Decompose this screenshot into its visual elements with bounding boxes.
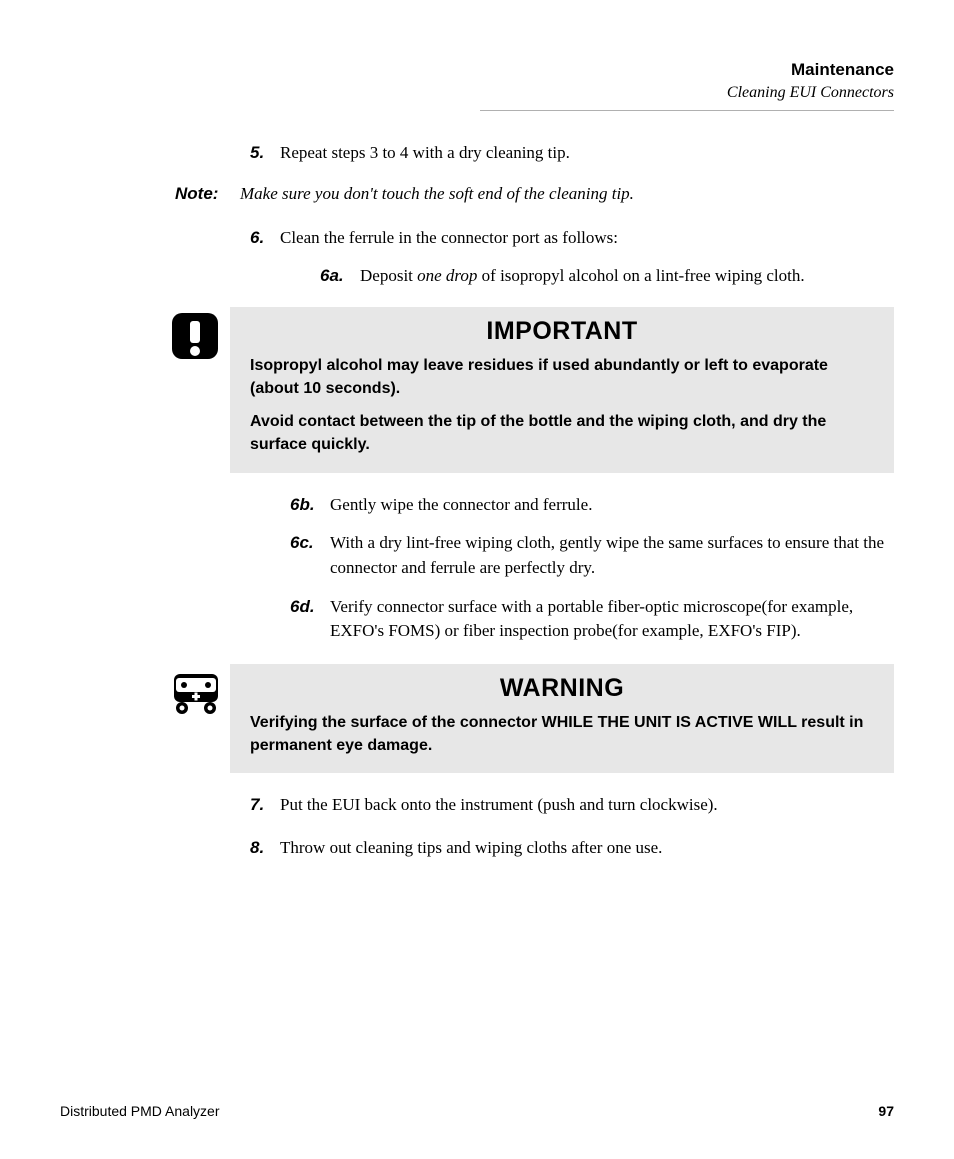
substep-number: 6a. xyxy=(320,264,360,289)
step-8: 8. Throw out cleaning tips and wiping cl… xyxy=(250,836,894,861)
step-text: Put the EUI back onto the instrument (pu… xyxy=(280,793,894,818)
note-text: Make sure you don't touch the soft end o… xyxy=(240,184,894,204)
substep-text: Gently wipe the connector and ferrule. xyxy=(330,493,894,518)
important-title: IMPORTANT xyxy=(250,317,874,346)
important-p1: Isopropyl alcohol may leave residues if … xyxy=(250,354,874,400)
footer-page-number: 97 xyxy=(878,1103,894,1119)
step-number: 7. xyxy=(250,793,280,818)
substep-6a-ital: one drop xyxy=(417,266,477,285)
note: Note: Make sure you don't touch the soft… xyxy=(175,184,894,204)
important-p2: Avoid contact between the tip of the bot… xyxy=(250,410,874,456)
important-icon xyxy=(170,307,230,366)
substep-6a: 6a. Deposit one drop of isopropyl alcoho… xyxy=(320,264,894,289)
step-5: 5. Repeat steps 3 to 4 with a dry cleani… xyxy=(250,141,894,166)
warning-box: WARNING Verifying the surface of the con… xyxy=(230,664,894,773)
step-number: 5. xyxy=(250,141,280,166)
step-6-text: Clean the ferrule in the connector port … xyxy=(280,228,618,247)
footer-left: Distributed PMD Analyzer xyxy=(60,1103,220,1119)
substep-number: 6b. xyxy=(290,493,330,518)
header-rule xyxy=(480,110,894,111)
substep-6c: 6c. With a dry lint-free wiping cloth, g… xyxy=(290,531,894,580)
note-label: Note: xyxy=(175,184,240,204)
substep-6a-post: of isopropyl alcohol on a lint-free wipi… xyxy=(477,266,804,285)
substep-6b: 6b. Gently wipe the connector and ferrul… xyxy=(290,493,894,518)
step-text: Repeat steps 3 to 4 with a dry cleaning … xyxy=(280,141,894,166)
substep-text: Verify connector surface with a portable… xyxy=(330,595,894,644)
warning-icon xyxy=(170,664,230,721)
substep-list: 6b. Gently wipe the connector and ferrul… xyxy=(290,493,894,644)
step-text: Throw out cleaning tips and wiping cloth… xyxy=(280,836,894,861)
substep-text: Deposit one drop of isopropyl alcohol on… xyxy=(360,264,894,289)
substep-number: 6c. xyxy=(290,531,330,580)
page-header: Maintenance Cleaning EUI Connectors xyxy=(60,60,894,102)
substep-text: With a dry lint-free wiping cloth, gentl… xyxy=(330,531,894,580)
warning-callout: WARNING Verifying the surface of the con… xyxy=(170,664,894,773)
step-number: 6. xyxy=(250,226,280,289)
header-title: Maintenance xyxy=(60,60,894,80)
warning-p1: Verifying the surface of the connector W… xyxy=(250,711,874,757)
substep-6a-pre: Deposit xyxy=(360,266,417,285)
header-subtitle: Cleaning EUI Connectors xyxy=(60,84,894,102)
substep-number: 6d. xyxy=(290,595,330,644)
page-footer: Distributed PMD Analyzer 97 xyxy=(60,1103,894,1119)
step-6: 6. Clean the ferrule in the connector po… xyxy=(250,226,894,289)
substep-6d: 6d. Verify connector surface with a port… xyxy=(290,595,894,644)
warning-title: WARNING xyxy=(250,674,874,703)
important-callout: IMPORTANT Isopropyl alcohol may leave re… xyxy=(170,307,894,473)
important-box: IMPORTANT Isopropyl alcohol may leave re… xyxy=(230,307,894,473)
step-text: Clean the ferrule in the connector port … xyxy=(280,226,894,289)
step-number: 8. xyxy=(250,836,280,861)
step-7: 7. Put the EUI back onto the instrument … xyxy=(250,793,894,818)
